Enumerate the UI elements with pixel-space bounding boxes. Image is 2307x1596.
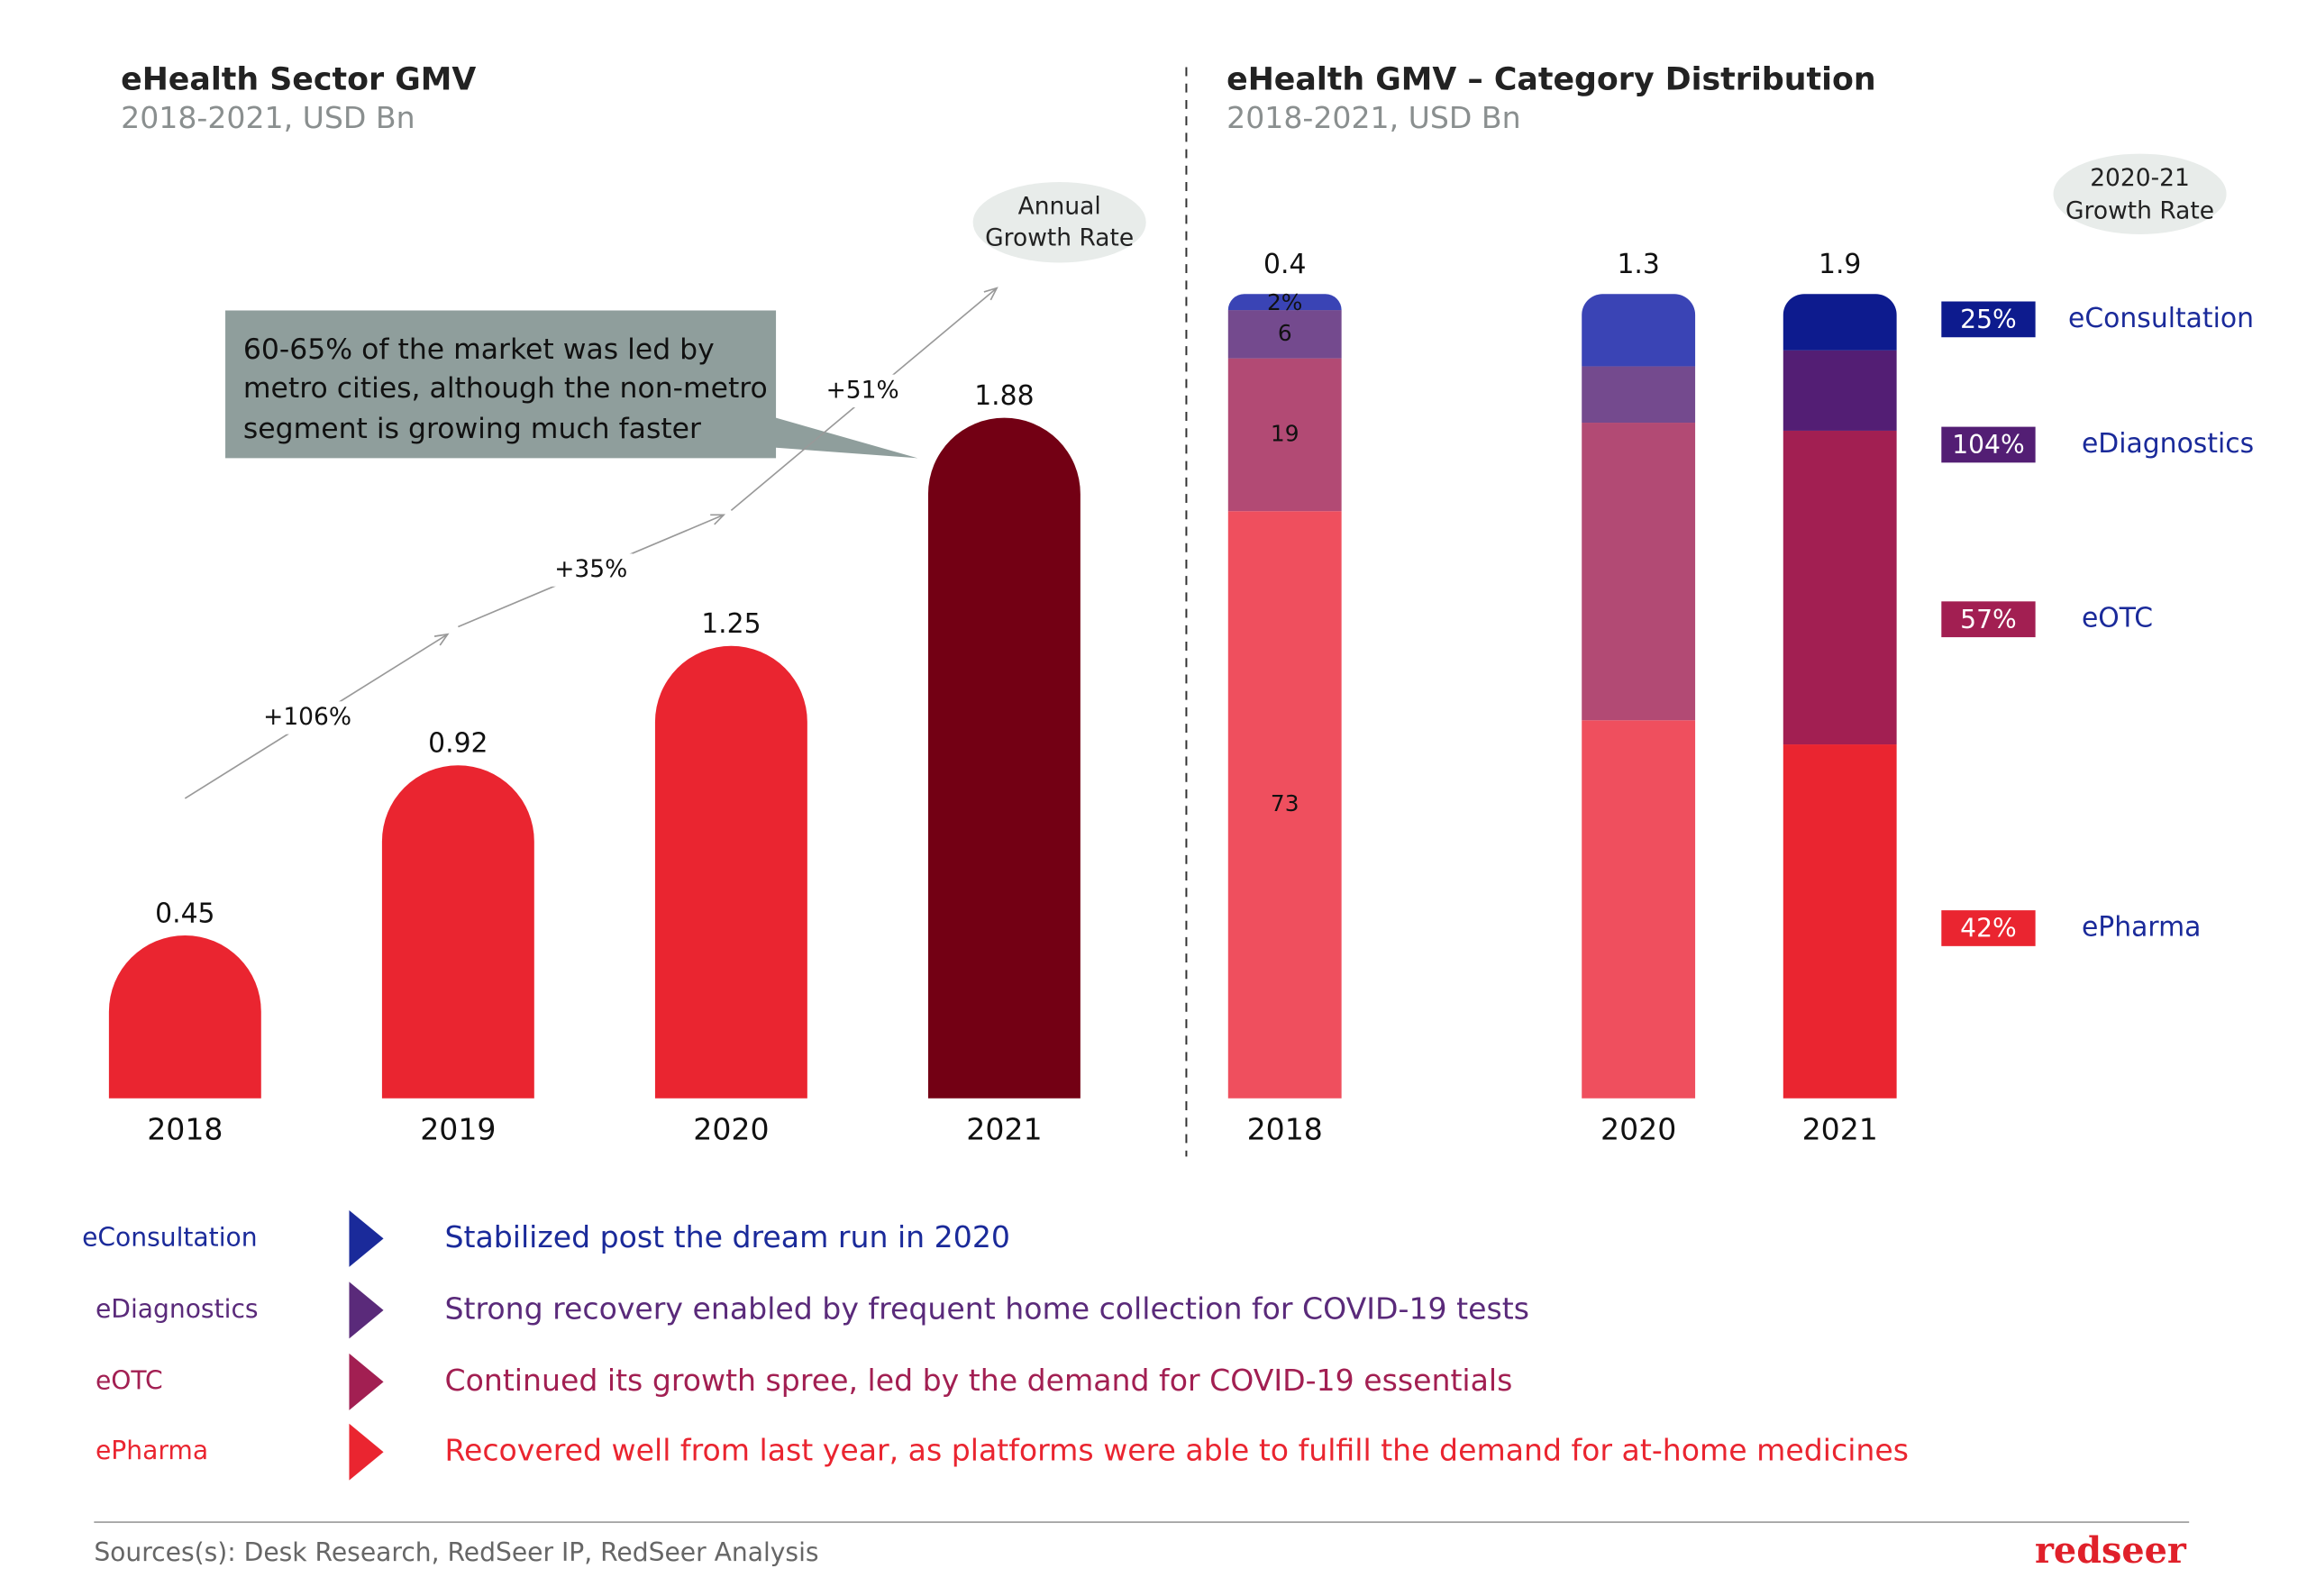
callout: 60-65% of the market was led by metro ci…: [225, 310, 918, 459]
x-tick-label: 2021: [1802, 1112, 1878, 1147]
segment-label: 19: [1271, 420, 1299, 446]
growth-label-bg: [265, 701, 350, 734]
bar-segment: [1582, 720, 1696, 1099]
growth-value: 25%: [1960, 305, 2017, 334]
note-text: Continued its growth spree, led by the d…: [444, 1363, 1512, 1398]
growth-box: [1941, 426, 2036, 463]
growth-box: [1941, 601, 2036, 638]
bar-segment: [1783, 294, 1897, 351]
growth-badge-text: Annual: [1018, 193, 1101, 221]
value-label: 1.25: [701, 608, 761, 640]
growth-label: +106%: [263, 703, 351, 731]
x-tick-label: 2018: [1247, 1112, 1323, 1147]
value-label: 1.88: [974, 380, 1034, 412]
note-arrow: [349, 1353, 384, 1410]
growth-value: 57%: [1960, 605, 2017, 634]
x-tick-label: 2020: [693, 1112, 769, 1147]
bar: [927, 417, 1081, 1099]
note-category: eOTC: [96, 1365, 163, 1395]
bar-segment: [1582, 294, 1696, 367]
growth-label: +35%: [554, 555, 627, 583]
bar: [108, 935, 261, 1099]
segment-label: 2%: [1267, 289, 1302, 315]
growth-box: [1941, 910, 2036, 946]
growth-box: [1941, 301, 2036, 338]
note-arrow: [349, 1281, 384, 1339]
note-arrow: [349, 1209, 384, 1267]
bar-segment: [1582, 423, 1696, 721]
note-text: Stabilized post the dream run in 2020: [444, 1219, 1010, 1254]
note-text: Strong recovery enabled by frequent home…: [444, 1290, 1529, 1326]
growth-value: 42%: [1960, 914, 2017, 944]
segment-label: 73: [1271, 790, 1299, 816]
logo: redseer: [2035, 1530, 2187, 1572]
bar-segment: [1227, 310, 1342, 359]
bar: [654, 645, 807, 1099]
value-label: 0.92: [428, 728, 488, 760]
bar-segment: [1227, 358, 1342, 512]
total-label: 1.3: [1617, 249, 1659, 280]
bar-segment: [1582, 366, 1696, 424]
legend-label: eConsultation: [2068, 303, 2254, 334]
x-tick-label: 2019: [420, 1112, 496, 1147]
growth-badge: [2053, 153, 2227, 234]
growth-badge-text: Growth Rate: [985, 223, 1134, 251]
segment-label: 6: [1278, 320, 1292, 346]
total-label: 0.4: [1263, 249, 1306, 280]
right-subtitle: 2018-2021, USD Bn: [1226, 100, 1521, 135]
note-category: eConsultation: [82, 1222, 258, 1252]
bar-segment: [1783, 744, 1897, 1099]
growth-badge-text: 2020-21: [2090, 164, 2190, 192]
callout-box: [225, 310, 918, 459]
note-arrow: [349, 1423, 384, 1481]
legend-label: eDiagnostics: [2082, 428, 2254, 460]
source: Sources(s): Desk Research, RedSeer IP, R…: [94, 1537, 818, 1567]
left-subtitle: 2018-2021, USD Bn: [121, 100, 415, 135]
legend-label: ePharma: [2082, 911, 2201, 943]
left-title: eHealth Sector GMV: [121, 61, 476, 97]
arrow-head: [983, 287, 998, 301]
growth-value: 104%: [1952, 430, 2024, 460]
x-tick-label: 2018: [147, 1112, 223, 1147]
bar: [381, 765, 534, 1099]
bar-segment: [1783, 430, 1897, 745]
legend-label: eOTC: [2082, 603, 2153, 634]
growth-badge-text: Growth Rate: [2065, 197, 2214, 225]
x-tick-label: 2020: [1600, 1112, 1676, 1147]
callout-text: segment is growing much faster: [243, 413, 701, 445]
total-label: 1.9: [1819, 249, 1861, 280]
arrow-head: [710, 514, 726, 525]
note-category: ePharma: [96, 1436, 208, 1465]
right-title: eHealth GMV – Category Distribution: [1226, 61, 1876, 97]
growth-badge: [972, 182, 1146, 263]
value-label: 0.45: [155, 898, 214, 929]
note-category: eDiagnostics: [96, 1294, 259, 1324]
bar-segment: [1227, 294, 1342, 311]
x-tick-label: 2021: [966, 1112, 1042, 1147]
bar-segment: [1783, 350, 1897, 431]
bar-segment: [1227, 511, 1342, 1099]
growth-label-bg: [549, 553, 634, 587]
growth-label-bg: [820, 374, 905, 408]
growth-label: +51%: [826, 376, 899, 404]
arrow-head: [433, 633, 450, 646]
callout-text: metro cities, although the non-metro: [243, 372, 768, 405]
note-text: Recovered well from last year, as platfo…: [444, 1433, 1909, 1468]
callout-text: 60-65% of the market was led by: [243, 333, 715, 366]
